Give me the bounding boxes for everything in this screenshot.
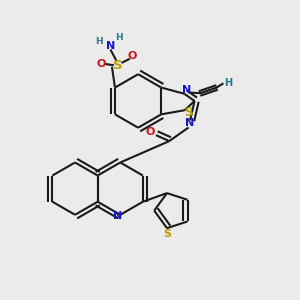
Text: S: S bbox=[113, 59, 123, 72]
Text: O: O bbox=[146, 127, 155, 137]
Text: N: N bbox=[106, 41, 115, 51]
Text: N: N bbox=[113, 211, 122, 221]
Text: S: S bbox=[163, 229, 171, 238]
Text: O: O bbox=[97, 59, 106, 69]
Text: N: N bbox=[182, 85, 191, 95]
Text: N: N bbox=[185, 118, 195, 128]
Text: O: O bbox=[128, 51, 137, 61]
Text: H: H bbox=[95, 37, 103, 46]
Text: H: H bbox=[224, 78, 232, 88]
Text: H: H bbox=[115, 33, 123, 42]
Text: S: S bbox=[184, 106, 193, 119]
